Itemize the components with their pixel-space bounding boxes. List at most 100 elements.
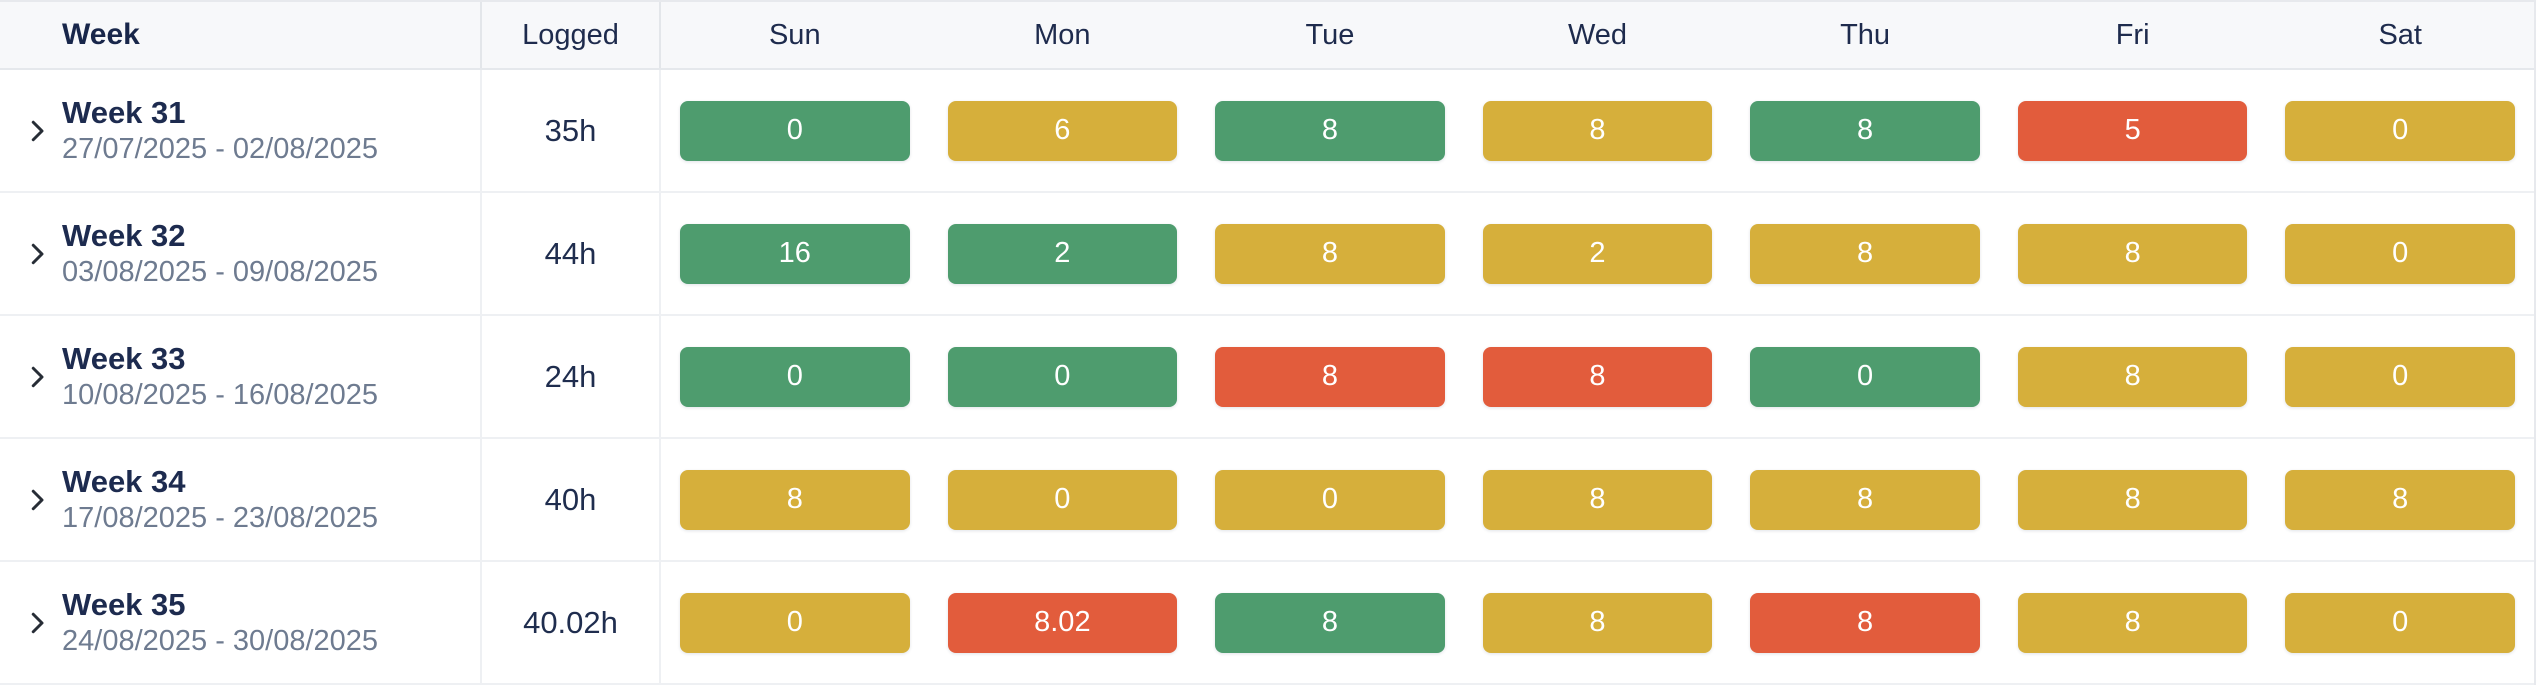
week-text-block: Week 33 10/08/2025 - 16/08/2025 [62,343,378,410]
day-cell: 0 [1731,316,1999,437]
logged-hours: 24h [482,316,661,437]
hours-badge-yellow[interactable]: 8 [2017,592,2248,653]
column-header-logged: Logged [482,2,661,68]
hours-badge-yellow[interactable]: 8 [1750,223,1980,284]
hours-badge-yellow[interactable]: 0 [2285,223,2515,284]
hours-badge-green[interactable]: 0 [680,100,910,161]
week-title[interactable]: Week 34 [62,464,186,499]
day-cell: 8 [1999,562,2267,683]
hours-badge-yellow[interactable]: 8 [2017,223,2248,284]
day-cell: 0 [2266,193,2534,314]
hours-badge-yellow[interactable]: 0 [2285,592,2515,653]
week-cell: Week 31 27/07/2025 - 02/08/2025 [0,70,482,191]
hours-badge-yellow[interactable]: 0 [680,592,910,653]
week-date-range: 10/08/2025 - 16/08/2025 [62,379,379,411]
column-header-thu: Thu [1840,18,1891,51]
hours-badge-yellow[interactable]: 8 [680,469,910,530]
hours-badge-yellow[interactable]: 8 [1215,223,1445,284]
day-cell: 0 [661,70,929,191]
day-cell: 16 [661,193,929,314]
chevron-right-icon[interactable] [22,608,52,638]
day-cell: 8 [1464,316,1732,437]
week-title[interactable]: Week 35 [62,587,186,622]
hours-badge-red[interactable]: 8.02 [947,592,1178,653]
day-cell: 0 [2266,70,2534,191]
day-cell: 2 [1464,193,1732,314]
column-header-week: Week [0,2,482,68]
column-header-fri: Fri [2115,18,2150,51]
hours-badge-green[interactable]: 2 [947,223,1178,284]
day-cell: 5 [1999,70,2267,191]
day-cell: 0 [2266,316,2534,437]
hours-badge-yellow[interactable]: 8 [2285,469,2515,530]
hours-badge-yellow[interactable]: 8 [1482,469,1713,530]
hours-badge-green[interactable]: 8 [1215,100,1445,161]
day-cell: 8 [1999,316,2267,437]
hours-badge-yellow[interactable]: 0 [1215,469,1445,530]
hours-badge-yellow[interactable]: 0 [947,469,1178,530]
chevron-right-icon[interactable] [22,116,52,146]
day-cell: 8 [661,439,929,560]
column-header-wed: Wed [1567,18,1628,51]
chevron-right-icon[interactable] [22,485,52,515]
day-cell: 8 [1999,439,2267,560]
hours-badge-green[interactable]: 0 [947,346,1178,407]
hours-badge-yellow[interactable]: 8 [1750,469,1980,530]
week-date-range: 17/08/2025 - 23/08/2025 [62,502,379,534]
day-cell: 0 [929,439,1197,560]
chevron-right-icon[interactable] [22,239,52,269]
week-title[interactable]: Week 33 [62,341,186,376]
day-cell: 8 [1464,562,1732,683]
day-cell: 8 [1999,193,2267,314]
week-row[interactable]: Week 35 24/08/2025 - 30/08/2025 40.02h 0… [0,562,2534,685]
hours-badge-yellow[interactable]: 8 [2017,469,2248,530]
hours-badge-red[interactable]: 8 [1482,346,1713,407]
hours-badge-green[interactable]: 8 [1215,592,1445,653]
week-title[interactable]: Week 31 [62,95,186,130]
hours-badge-yellow[interactable]: 6 [947,100,1178,161]
hours-badge-yellow[interactable]: 8 [1482,592,1713,653]
day-cell: 0 [929,316,1197,437]
chevron-right-icon[interactable] [22,362,52,392]
hours-badge-yellow[interactable]: 0 [2285,346,2515,407]
week-text-block: Week 32 03/08/2025 - 09/08/2025 [62,220,378,287]
day-cell: 8 [1196,193,1464,314]
logged-hours: 40.02h [482,562,661,683]
day-cell: 8.02 [929,562,1197,683]
day-cell: 8 [1731,70,1999,191]
hours-badge-red[interactable]: 8 [1215,346,1445,407]
day-cell: 8 [1464,439,1732,560]
hours-badge-green[interactable]: 16 [680,223,910,284]
hours-badge-yellow[interactable]: 2 [1482,223,1713,284]
day-cell: 0 [2266,562,2534,683]
day-cell: 8 [1196,562,1464,683]
hours-badge-green[interactable]: 0 [1750,346,1980,407]
week-text-block: Week 34 17/08/2025 - 23/08/2025 [62,466,378,533]
week-cell: Week 33 10/08/2025 - 16/08/2025 [0,316,482,437]
week-row[interactable]: Week 32 03/08/2025 - 09/08/2025 44h 16 2 8… [0,193,2534,316]
hours-badge-red[interactable]: 5 [2017,100,2248,161]
hours-badge-green[interactable]: 8 [1750,100,1980,161]
hours-badge-yellow[interactable]: 8 [1482,100,1713,161]
week-title[interactable]: Week 32 [62,218,186,253]
day-cell: 0 [661,316,929,437]
hours-badge-green[interactable]: 0 [680,346,910,407]
day-cell: 0 [1196,439,1464,560]
hours-badge-yellow[interactable]: 0 [2285,100,2515,161]
week-cell: Week 35 24/08/2025 - 30/08/2025 [0,562,482,683]
day-cell: 0 [661,562,929,683]
hours-badge-red[interactable]: 8 [1750,592,1980,653]
table-header-row: Week Logged Sun Mon Tue Wed Thu Fri Sat [0,2,2534,70]
day-cell: 2 [929,193,1197,314]
week-cell: Week 34 17/08/2025 - 23/08/2025 [0,439,482,560]
column-header-sun: Sun [768,18,821,51]
day-cell: 8 [1196,316,1464,437]
day-cell: 8 [2266,439,2534,560]
column-header-tue: Tue [1305,18,1355,51]
day-cell: 8 [1731,562,1999,683]
hours-badge-yellow[interactable]: 8 [2017,346,2248,407]
